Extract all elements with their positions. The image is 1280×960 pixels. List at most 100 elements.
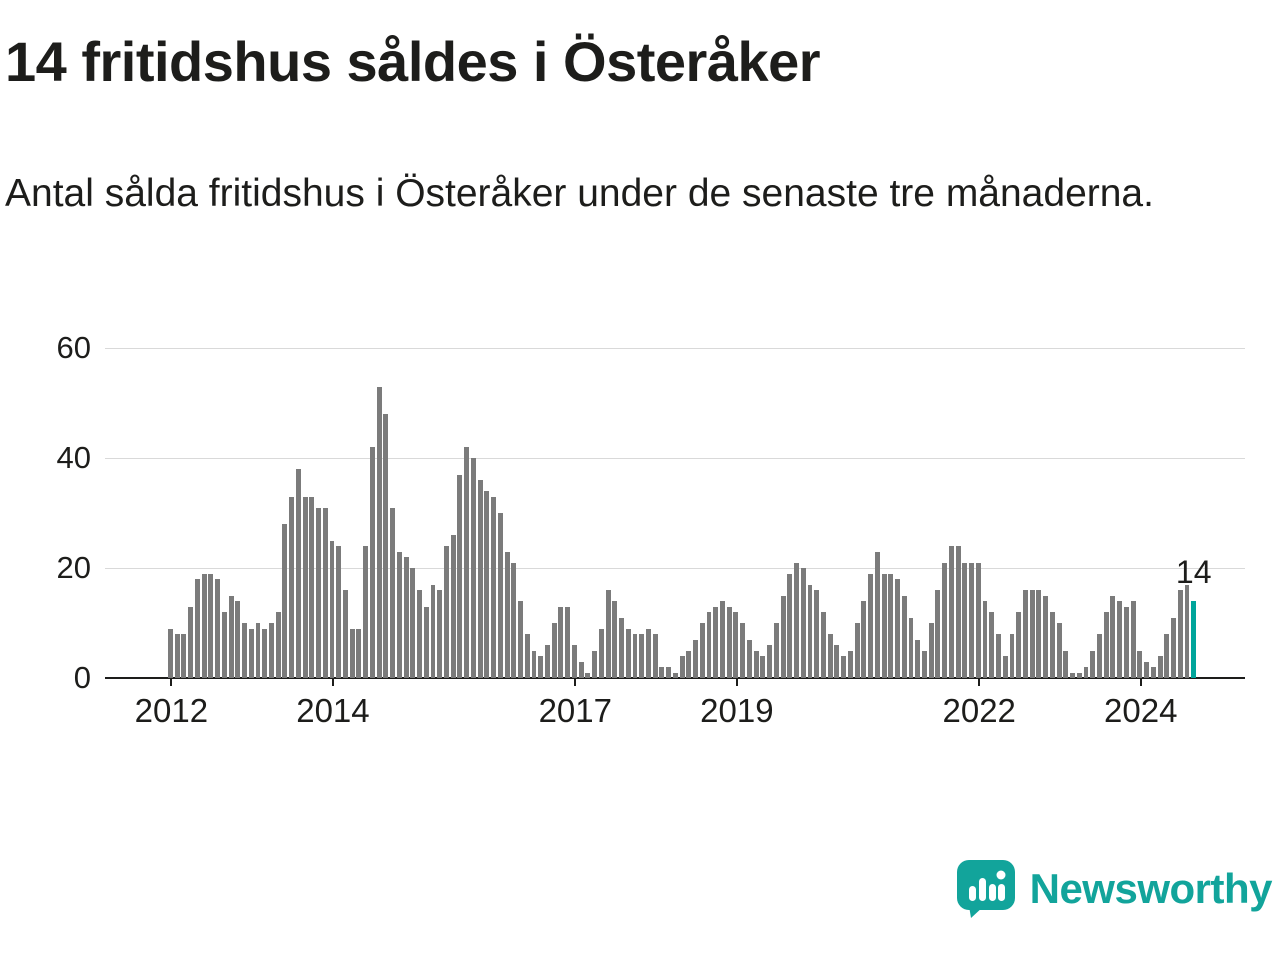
bar bbox=[497, 513, 503, 678]
bar bbox=[895, 579, 900, 678]
bar bbox=[565, 606, 571, 678]
bar bbox=[174, 634, 180, 678]
newsworthy-wordmark: Newsworthy bbox=[1029, 865, 1273, 912]
bar bbox=[181, 634, 187, 678]
bar bbox=[746, 639, 752, 678]
bar bbox=[248, 628, 254, 678]
bar bbox=[720, 601, 725, 678]
bar bbox=[841, 656, 847, 678]
x-axis-line bbox=[105, 677, 1245, 679]
bar bbox=[491, 496, 497, 678]
bar bbox=[262, 628, 268, 678]
last-value-annotation: 14 bbox=[1175, 554, 1212, 590]
bar bbox=[410, 568, 416, 678]
bar bbox=[713, 606, 719, 678]
bar bbox=[1070, 672, 1075, 678]
bar bbox=[457, 474, 463, 678]
bar bbox=[1097, 634, 1102, 678]
bar bbox=[444, 546, 449, 678]
bar bbox=[518, 601, 523, 678]
bar bbox=[1049, 612, 1055, 678]
bar bbox=[215, 579, 221, 678]
bar bbox=[1063, 650, 1069, 678]
bar bbox=[322, 507, 328, 678]
bar bbox=[1043, 595, 1049, 678]
bar bbox=[450, 535, 456, 678]
bar bbox=[1090, 650, 1096, 678]
bar bbox=[1103, 612, 1109, 678]
bar bbox=[235, 601, 241, 678]
bar bbox=[1123, 606, 1129, 678]
bar bbox=[316, 507, 322, 678]
bar bbox=[773, 623, 779, 678]
bar bbox=[544, 645, 550, 678]
bar bbox=[1076, 672, 1082, 678]
bar bbox=[1022, 590, 1028, 678]
bar bbox=[868, 573, 874, 678]
bar bbox=[672, 672, 678, 678]
bar bbox=[363, 546, 369, 678]
bar bbox=[282, 524, 288, 678]
bar bbox=[612, 601, 618, 678]
bar bbox=[794, 562, 799, 678]
x-axis-tick bbox=[1139, 678, 1142, 686]
bar bbox=[309, 496, 315, 678]
bar bbox=[329, 540, 335, 678]
bar bbox=[430, 584, 436, 678]
bar bbox=[417, 590, 422, 678]
y-axis-label: 40 bbox=[56, 440, 91, 475]
bar bbox=[753, 650, 759, 678]
bar bbox=[1029, 590, 1035, 678]
bar bbox=[1009, 634, 1015, 678]
bar bbox=[888, 573, 894, 678]
bar bbox=[921, 650, 927, 678]
bar bbox=[1083, 667, 1089, 678]
x-axis-tick bbox=[574, 678, 577, 686]
bar bbox=[996, 634, 1001, 678]
bar bbox=[578, 661, 584, 678]
bar bbox=[666, 667, 672, 678]
chart-subtitle: Antal sålda fritidshus i Österåker under… bbox=[5, 172, 1154, 215]
bar bbox=[679, 656, 685, 678]
bar bbox=[396, 551, 402, 678]
bar bbox=[659, 667, 665, 678]
bar bbox=[733, 612, 739, 678]
bar bbox=[605, 590, 611, 678]
bar bbox=[780, 595, 786, 678]
x-axis-label: 2014 bbox=[296, 692, 370, 729]
bar bbox=[639, 634, 645, 678]
bar bbox=[814, 590, 820, 678]
bar bbox=[302, 496, 308, 678]
bar bbox=[585, 672, 591, 678]
x-axis-label: 2012 bbox=[134, 692, 209, 729]
x-axis-tick bbox=[735, 678, 738, 686]
bar bbox=[975, 562, 981, 678]
bar bbox=[1157, 656, 1163, 678]
bar bbox=[188, 606, 194, 678]
bar bbox=[194, 579, 200, 678]
bar bbox=[336, 546, 342, 678]
bar bbox=[854, 623, 860, 678]
bar bbox=[437, 590, 443, 678]
bar bbox=[874, 551, 880, 678]
bar bbox=[289, 496, 295, 678]
bar bbox=[625, 628, 631, 678]
x-axis-label: 2022 bbox=[942, 692, 1016, 729]
bar bbox=[1164, 634, 1170, 678]
bar bbox=[955, 546, 961, 678]
x-axis-tick bbox=[331, 678, 334, 686]
bar bbox=[847, 650, 853, 678]
bar bbox=[376, 386, 382, 678]
bar bbox=[538, 656, 544, 678]
bar bbox=[255, 623, 261, 678]
bar bbox=[693, 639, 699, 678]
bar bbox=[524, 634, 530, 678]
gridline bbox=[105, 568, 1245, 569]
bar bbox=[275, 612, 281, 678]
newsworthy-logo-icon bbox=[956, 860, 1015, 918]
bar bbox=[982, 601, 988, 678]
bar bbox=[1110, 595, 1116, 678]
bar bbox=[403, 557, 409, 678]
bar bbox=[1137, 650, 1143, 678]
bar-chart: 0 20 40 60 2012 2014 2017 2019 2022 2024 14 bbox=[57, 331, 1245, 729]
